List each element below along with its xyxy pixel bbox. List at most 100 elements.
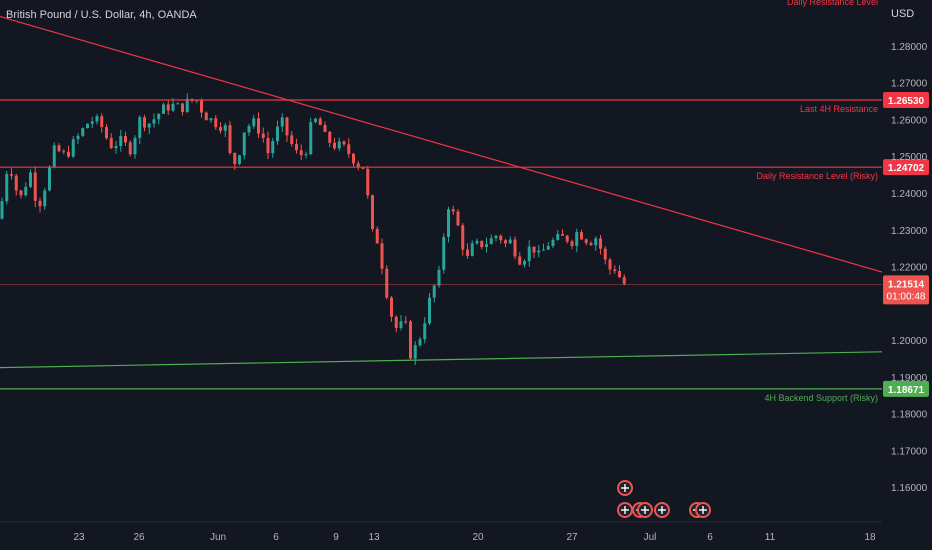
candle-body xyxy=(485,244,488,248)
candle-body xyxy=(67,151,70,157)
price-axis-tick: 1.20000 xyxy=(891,336,928,347)
candle-body xyxy=(138,117,142,138)
candle-body xyxy=(147,123,151,128)
candle-body xyxy=(228,125,232,153)
candle-body xyxy=(124,136,127,143)
candle-body xyxy=(584,239,588,244)
candle-body xyxy=(152,119,156,124)
candle-body xyxy=(90,121,94,124)
candle-body xyxy=(432,285,436,298)
candle-body xyxy=(409,321,412,359)
candle-body xyxy=(494,235,498,239)
candle-body xyxy=(618,271,621,278)
candle-body xyxy=(470,243,474,256)
candle-body xyxy=(546,245,550,250)
candle-body xyxy=(580,232,583,240)
candle-body xyxy=(499,235,503,241)
candle-body xyxy=(10,174,13,176)
price-axis-tick: 1.26000 xyxy=(891,115,928,126)
candle-body xyxy=(247,126,251,133)
candle-body xyxy=(223,125,227,131)
candle-body xyxy=(181,103,184,112)
candle-body xyxy=(337,141,341,149)
candle-body xyxy=(261,133,265,139)
price-axis-tick: 1.25000 xyxy=(891,152,928,163)
level-label: Last 4H Resistance xyxy=(800,104,878,114)
candle-body xyxy=(162,104,165,114)
candle-body xyxy=(361,166,365,169)
candle-body xyxy=(200,100,203,113)
price-axis-tick: 1.17000 xyxy=(891,446,928,457)
resistance-trendline[interactable] xyxy=(0,15,883,273)
candle-body xyxy=(551,239,555,246)
candle-body xyxy=(166,104,170,111)
candle-body xyxy=(594,238,598,246)
candle-body xyxy=(143,117,146,128)
level-price-value: 1.26530 xyxy=(888,96,925,107)
candle-body xyxy=(43,190,47,207)
candle-body xyxy=(214,118,218,128)
candle-body xyxy=(603,248,607,260)
candle-body xyxy=(304,154,308,156)
candle-body xyxy=(33,172,37,201)
time-axis-tick: 13 xyxy=(368,532,380,543)
candle-body xyxy=(81,128,85,136)
candle-body xyxy=(119,136,123,146)
price-axis-tick: 1.24000 xyxy=(891,189,928,200)
candle-body xyxy=(328,131,332,143)
candle-body xyxy=(62,151,66,153)
candle-body xyxy=(565,235,569,242)
level-price-tag xyxy=(883,91,929,108)
candle-body xyxy=(271,141,275,154)
time-axis-tick: 26 xyxy=(133,532,145,543)
candle-body xyxy=(513,239,517,257)
candle-body xyxy=(527,246,531,262)
candle-body xyxy=(456,211,460,226)
candle-body xyxy=(466,249,469,256)
candle-body xyxy=(71,139,75,157)
candle-body xyxy=(100,116,104,128)
time-axis-tick: 6 xyxy=(707,532,713,543)
price-axis-tick: 1.18000 xyxy=(891,410,928,421)
support-trendline[interactable] xyxy=(0,351,883,369)
candle-body xyxy=(423,323,427,340)
candle-body xyxy=(280,117,284,127)
candle-body xyxy=(19,190,23,196)
candle-body xyxy=(266,138,270,154)
time-axis-tick: 9 xyxy=(333,532,339,543)
level-label: Daily Resistance Level (Risky) xyxy=(756,171,878,181)
time-axis-tick: Jul xyxy=(644,532,657,543)
candle-body xyxy=(204,112,208,121)
candle-body xyxy=(76,135,80,140)
candle-body xyxy=(5,174,9,202)
level-label: Daily Resistance Level xyxy=(787,0,878,7)
level-price-value: 1.18671 xyxy=(888,385,925,396)
price-axis-tick: 1.16000 xyxy=(891,483,928,494)
candle-body xyxy=(518,256,522,265)
candle-body xyxy=(57,145,61,152)
candle-body xyxy=(185,98,189,112)
candle-body xyxy=(532,246,536,253)
candle-body xyxy=(371,195,374,229)
candle-body xyxy=(447,209,450,237)
candle-body xyxy=(418,339,422,346)
price-axis-tick: 1.19000 xyxy=(891,373,928,384)
candle-body xyxy=(257,118,260,134)
candle-body xyxy=(352,153,355,164)
candle-body xyxy=(309,122,313,155)
candle-body xyxy=(542,249,545,251)
time-axis-tick: 20 xyxy=(472,532,484,543)
time-axis-tick: 6 xyxy=(273,532,279,543)
candle-body xyxy=(508,239,512,244)
candle-body xyxy=(480,240,484,248)
candle-body xyxy=(323,125,327,132)
candle-body xyxy=(290,135,294,145)
candle-body xyxy=(375,228,379,244)
candle-body xyxy=(622,277,626,284)
candle-body xyxy=(157,113,161,120)
candle-body xyxy=(589,243,593,246)
chart-title: British Pound / U.S. Dollar, 4h, OANDA xyxy=(6,9,197,21)
candle-body xyxy=(390,297,393,317)
candle-body xyxy=(86,123,89,129)
